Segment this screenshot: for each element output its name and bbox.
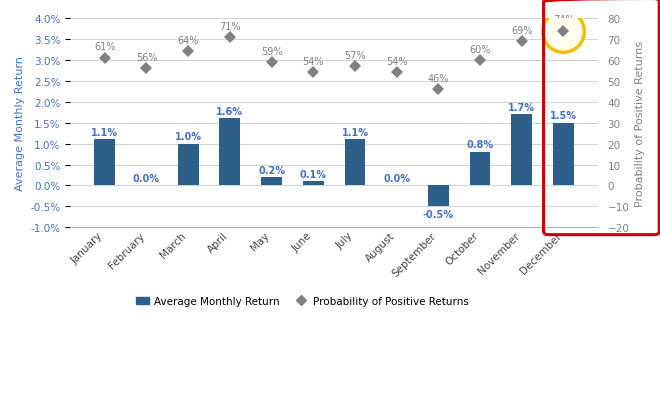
Text: 54%: 54% (386, 57, 407, 67)
Bar (345, 140, 366, 186)
Text: -0.5%: -0.5% (423, 209, 454, 220)
Bar (220, 119, 240, 186)
Text: 64%: 64% (178, 36, 199, 46)
Text: 1.1%: 1.1% (91, 128, 118, 138)
Text: 46%: 46% (428, 74, 449, 84)
Text: 1.0%: 1.0% (175, 132, 202, 142)
Text: 71%: 71% (219, 21, 241, 32)
Bar (94, 140, 116, 186)
Text: 0.0%: 0.0% (133, 174, 160, 183)
Bar (303, 182, 323, 186)
Text: 0.1%: 0.1% (300, 169, 327, 179)
Text: 0.2%: 0.2% (258, 165, 285, 175)
Text: 74%: 74% (552, 15, 574, 25)
Bar (470, 153, 490, 186)
Text: 54%: 54% (302, 57, 324, 67)
Y-axis label: Probability of Positive Returns: Probability of Positive Returns (635, 40, 645, 206)
Bar (178, 144, 199, 186)
Text: 56%: 56% (136, 53, 157, 63)
Text: 1.5%: 1.5% (550, 111, 577, 121)
Text: 57%: 57% (344, 51, 366, 61)
Y-axis label: Average Monthly Return: Average Monthly Return (15, 56, 25, 191)
Text: 1.1%: 1.1% (341, 128, 368, 138)
Text: 1.7%: 1.7% (508, 102, 535, 113)
Bar (428, 186, 449, 207)
Text: 1.6%: 1.6% (216, 107, 244, 117)
Text: 61%: 61% (94, 43, 116, 52)
Bar (553, 124, 574, 186)
Text: 59%: 59% (261, 47, 282, 57)
Text: 60%: 60% (469, 45, 491, 54)
Point (558, 28, 569, 35)
Text: 69%: 69% (511, 26, 533, 36)
Bar (512, 115, 532, 186)
Text: 0.8%: 0.8% (467, 140, 494, 150)
Text: 0.0%: 0.0% (383, 174, 410, 183)
Legend: Average Monthly Return, Probability of Positive Returns: Average Monthly Return, Probability of P… (132, 292, 473, 310)
Bar (261, 178, 282, 186)
